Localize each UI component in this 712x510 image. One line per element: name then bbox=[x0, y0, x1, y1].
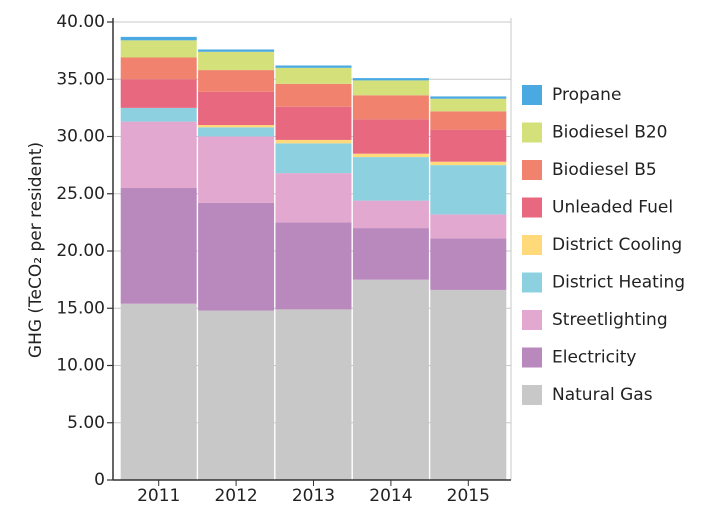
bar-segment bbox=[120, 57, 197, 80]
bar-segment bbox=[430, 111, 507, 130]
bar-segment bbox=[120, 188, 197, 304]
bar-segment bbox=[198, 125, 275, 128]
bar-segment bbox=[430, 165, 507, 215]
bar-segment bbox=[198, 127, 275, 137]
y-tick-label: 5.00 bbox=[67, 413, 105, 433]
legend-swatch bbox=[522, 122, 542, 143]
legend-swatch bbox=[522, 160, 542, 180]
bar-segment bbox=[275, 106, 352, 140]
bar-segment bbox=[275, 139, 352, 144]
legend-label: Biodiesel B5 bbox=[552, 160, 657, 180]
bar-segment bbox=[198, 49, 275, 52]
y-tick-label: 35.00 bbox=[56, 69, 105, 89]
bar-segment bbox=[352, 80, 429, 96]
bar-segment bbox=[430, 129, 507, 162]
x-tick-label: 2013 bbox=[292, 486, 335, 506]
bar-segment bbox=[198, 136, 275, 203]
bar-segment bbox=[430, 214, 507, 239]
legend-label: District Heating bbox=[552, 273, 685, 293]
legend-swatch bbox=[522, 310, 542, 330]
bar-segment bbox=[275, 173, 352, 223]
legend-label: Biodiesel B20 bbox=[552, 123, 668, 143]
legend-swatch bbox=[522, 272, 542, 293]
legend-label: Unleaded Fuel bbox=[552, 198, 673, 218]
bar-segment bbox=[275, 309, 352, 480]
bar-segment bbox=[352, 157, 429, 201]
bar-segment bbox=[430, 161, 507, 166]
bar-segment bbox=[352, 119, 429, 154]
legend-swatch bbox=[522, 197, 542, 218]
bar-segment bbox=[352, 95, 429, 120]
bar-segment bbox=[352, 200, 429, 229]
y-tick-label: 25.00 bbox=[56, 184, 105, 204]
legend-swatch bbox=[522, 385, 542, 405]
x-tick-label: 2014 bbox=[369, 486, 412, 506]
bar-segment bbox=[198, 91, 275, 126]
legend-swatch bbox=[522, 235, 542, 255]
legend-label: District Cooling bbox=[552, 235, 682, 255]
legend-label: Streetlighting bbox=[552, 310, 668, 330]
y-axis-label: GHG (TeCO₂ per resident) bbox=[26, 142, 46, 358]
y-tick-label: 20.00 bbox=[56, 241, 105, 261]
bar-segment bbox=[120, 79, 197, 108]
legend-label: Electricity bbox=[552, 348, 636, 368]
bar-segment bbox=[275, 143, 352, 174]
bar-segment bbox=[198, 202, 275, 311]
bar-segment bbox=[198, 51, 275, 71]
bar-segment bbox=[430, 98, 507, 112]
legend-label: Natural Gas bbox=[552, 385, 653, 405]
bar-segment bbox=[120, 40, 197, 58]
y-tick-label: 15.00 bbox=[56, 298, 105, 318]
bar-segment bbox=[352, 153, 429, 158]
bar-segment bbox=[120, 121, 197, 189]
bar-segment bbox=[120, 36, 197, 41]
y-tick-label: 40.00 bbox=[56, 12, 105, 32]
x-tick-label: 2012 bbox=[214, 486, 257, 506]
bar-segment bbox=[198, 310, 275, 480]
bar-segment bbox=[275, 83, 352, 107]
bar-segment bbox=[430, 289, 507, 480]
y-tick-label: 30.00 bbox=[56, 127, 105, 147]
legend-swatch bbox=[522, 85, 542, 105]
bar-segment bbox=[120, 107, 197, 122]
x-tick-label: 2015 bbox=[447, 486, 490, 506]
bar-segment bbox=[352, 228, 429, 280]
x-tick-label: 2011 bbox=[137, 486, 180, 506]
y-tick-label: 0 bbox=[94, 470, 105, 490]
bar-segment bbox=[430, 96, 507, 99]
legend-swatch bbox=[522, 347, 542, 368]
bar-segment bbox=[120, 303, 197, 480]
bar-segment bbox=[430, 238, 507, 290]
bar-segment bbox=[275, 222, 352, 310]
bar-segment bbox=[198, 70, 275, 92]
y-tick-label: 10.00 bbox=[56, 356, 105, 376]
bar-segment bbox=[352, 78, 429, 81]
bar-segment bbox=[352, 279, 429, 480]
bar-segment bbox=[275, 67, 352, 84]
legend-label: Propane bbox=[552, 85, 621, 105]
bar-segment bbox=[275, 65, 352, 68]
